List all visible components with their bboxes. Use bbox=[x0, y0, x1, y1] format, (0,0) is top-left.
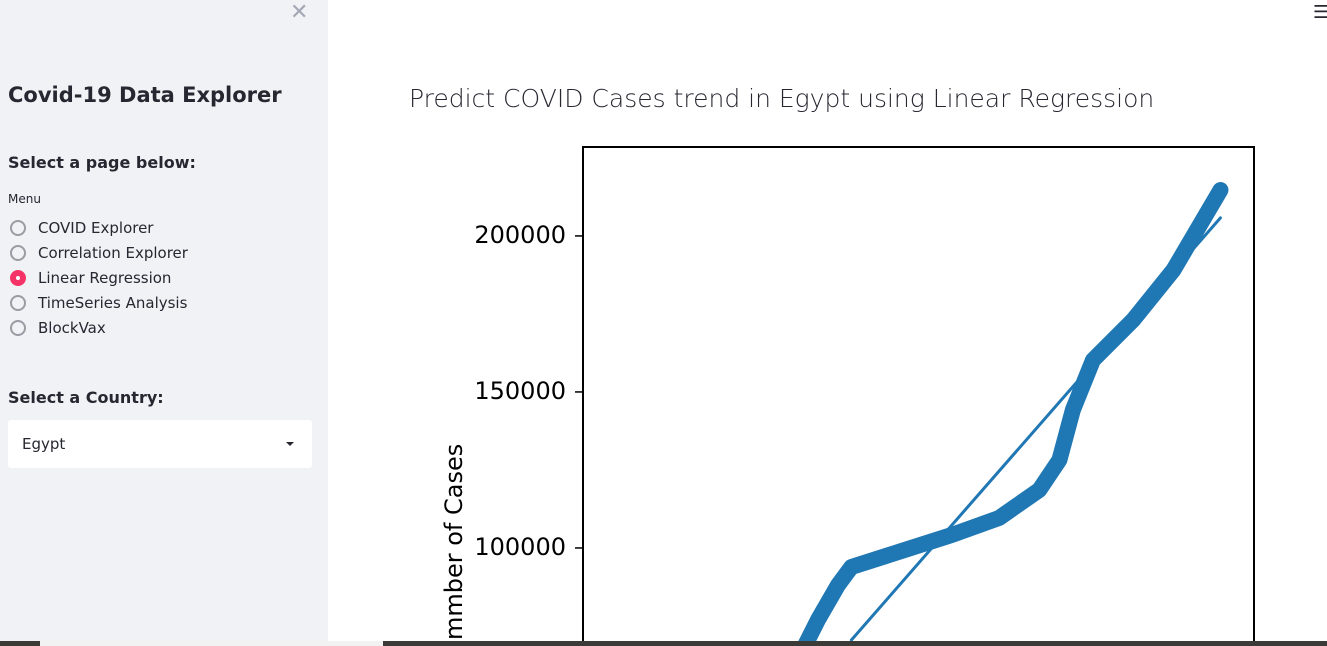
country-select[interactable]: Egypt bbox=[8, 420, 312, 468]
menu-item[interactable]: BlockVax bbox=[10, 317, 106, 339]
y-tick-label: 150000 bbox=[474, 377, 566, 405]
caret bbox=[286, 442, 294, 446]
menu-item-label: COVID Explorer bbox=[38, 219, 154, 237]
close-button[interactable]: ✕ bbox=[290, 0, 309, 25]
menu-item-label: Linear Regression bbox=[38, 269, 172, 287]
menu-item[interactable]: Correlation Explorer bbox=[10, 242, 188, 264]
radio-button[interactable] bbox=[10, 270, 26, 286]
sidebar-title: Covid-19 Data Explorer bbox=[8, 83, 282, 107]
scrollbar-thumb bbox=[40, 641, 383, 646]
main-title: Predict COVID Cases trend in Egypt using… bbox=[409, 84, 1155, 113]
menu-label: Menu bbox=[8, 192, 41, 206]
sidebar: ✕ Covid-19 Data Explorer Select a page b… bbox=[0, 0, 328, 646]
plot-frame bbox=[582, 146, 1255, 646]
regression-line bbox=[849, 216, 1222, 642]
menu-item-label: BlockVax bbox=[38, 319, 106, 337]
y-tick-label: 200000 bbox=[474, 221, 566, 249]
radio-button[interactable] bbox=[10, 320, 26, 336]
menu-item[interactable]: COVID Explorer bbox=[10, 217, 153, 239]
menu-item[interactable]: Linear Regression bbox=[10, 267, 171, 289]
radio-button[interactable] bbox=[10, 245, 26, 261]
radio-button[interactable] bbox=[10, 295, 26, 311]
menu-item-label: Correlation Explorer bbox=[38, 244, 188, 262]
scrollbar bbox=[0, 641, 1327, 646]
page-label: Select a page below: bbox=[8, 153, 196, 172]
country-label: Select a Country: bbox=[8, 388, 164, 407]
y-axis-label: mmber of Cases bbox=[440, 444, 468, 640]
hamburger-menu[interactable]: ☰ bbox=[1313, 2, 1327, 23]
menu-item-label: TimeSeries Analysis bbox=[38, 294, 188, 312]
data-curve bbox=[795, 182, 1229, 646]
menu-item[interactable]: TimeSeries Analysis bbox=[10, 292, 187, 314]
country-value: Egypt bbox=[22, 435, 66, 453]
y-tick-label: 100000 bbox=[474, 533, 566, 561]
radio-button[interactable] bbox=[10, 220, 26, 236]
